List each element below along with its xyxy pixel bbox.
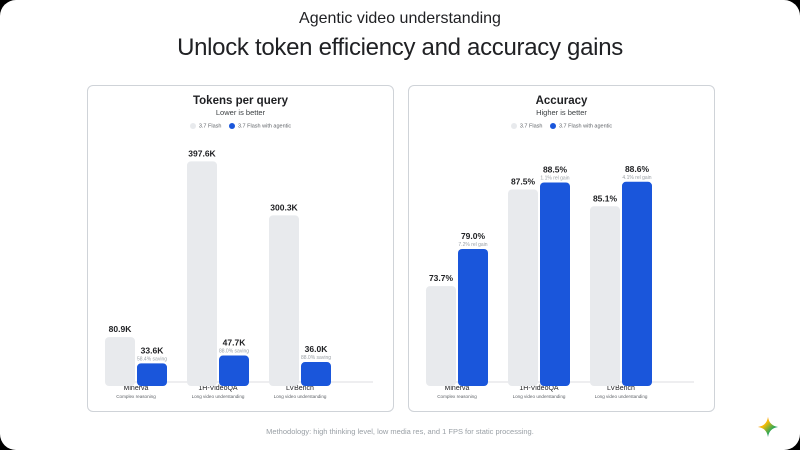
category-sublabel: Long video understanding — [513, 394, 566, 399]
data-label: 88.6% — [625, 164, 650, 174]
legend-label: 3.7 Flash with agentic — [558, 123, 613, 130]
methodology-footnote: Methodology: high thinking level, low me… — [266, 427, 534, 436]
data-label: 87.5% — [511, 177, 536, 187]
gain-annotation: 4.1% rel gain — [622, 175, 651, 181]
legend-swatch — [549, 123, 556, 129]
baseline-bar — [508, 189, 538, 386]
legend-item-agentic: 3.7 Flash with agentic — [228, 123, 292, 130]
category-sublabel: Complex reasoning — [437, 394, 477, 399]
category-sublabel: Long video understanding — [274, 394, 327, 399]
agentic-bar — [458, 249, 488, 386]
category-sublabel: Complex reasoning — [116, 394, 156, 399]
gain-annotation: 58.4% saving — [137, 356, 167, 362]
baseline-bar — [105, 337, 135, 386]
baseline-bar — [590, 206, 620, 386]
category-label: LVBench — [607, 385, 635, 392]
legend-item-agentic: 3.7 Flash with agentic — [549, 123, 613, 130]
category-label: 1H-VideoQA — [519, 385, 559, 392]
category-label: Minerva — [445, 385, 470, 392]
gain-annotation: 88.0% saving — [219, 349, 249, 355]
chart-legend: 3.7 Flash 3.7 Flash with agentic — [409, 123, 714, 130]
legend-label: 3.7 Flash — [198, 123, 222, 130]
category-label: LVBench — [286, 385, 314, 392]
legend-item-baseline: 3.7 Flash — [189, 123, 222, 130]
legend-item-baseline: 3.7 Flash — [510, 123, 543, 130]
agentic-bar — [219, 355, 249, 386]
legend-swatch — [228, 123, 235, 129]
gain-annotation: 88.0% saving — [301, 355, 331, 361]
legend-label: 3.7 Flash with agentic — [237, 123, 292, 130]
category-label: Minerva — [124, 385, 149, 392]
slide-title: Unlock token efficiency and accuracy gai… — [177, 34, 623, 61]
data-label: 300.3K — [270, 202, 298, 212]
data-label: 36.0K — [305, 344, 329, 354]
gain-annotation: 7.2% rel gain — [458, 242, 487, 248]
agentic-bar — [622, 181, 652, 386]
legend-swatch — [510, 123, 517, 129]
data-label: 80.9K — [109, 324, 133, 334]
gemini-sparkle-icon — [757, 416, 779, 438]
legend-swatch — [189, 123, 196, 129]
data-label: 79.0% — [461, 231, 486, 241]
data-label: 33.6K — [141, 345, 165, 355]
chart-subtitle: Higher is better — [536, 108, 587, 117]
data-label: 397.6K — [188, 148, 216, 158]
chart-legend: 3.7 Flash 3.7 Flash with agentic — [88, 123, 393, 130]
baseline-bar — [187, 161, 217, 386]
category-sublabel: Long video understanding — [192, 394, 245, 399]
data-label: 88.5% — [543, 165, 568, 175]
tokens-bar-chart: Minerva Complex reasoning 80.9K 33.6K58.4% … — [105, 148, 373, 399]
category-label: 1H-VideoQA — [198, 385, 238, 392]
tokens-chart-panel: Tokens per query Lower is better 3.7 Fla… — [87, 85, 394, 412]
accuracy-chart-panel: Accuracy Higher is better 3.7 Flash 3.7 … — [408, 85, 715, 412]
baseline-bar — [269, 215, 299, 386]
slide-eyebrow: Agentic video understanding — [299, 10, 501, 27]
agentic-bar — [137, 363, 167, 386]
chart-subtitle: Lower is better — [215, 108, 266, 117]
chart-title: Accuracy — [535, 95, 588, 107]
category-sublabel: Long video understanding — [595, 394, 648, 399]
baseline-bar — [426, 286, 456, 386]
legend-label: 3.7 Flash — [519, 123, 543, 130]
agentic-bar — [301, 362, 331, 386]
data-label: 85.1% — [593, 193, 618, 203]
chart-title: Tokens per query — [192, 95, 288, 107]
data-label: 73.7% — [429, 273, 454, 283]
agentic-bar — [540, 182, 570, 386]
data-label: 47.7K — [223, 338, 247, 348]
gain-annotation: 1.1% rel gain — [540, 176, 569, 182]
accuracy-bar-chart: Minerva Complex reasoning 73.7% 79.0%7.2% r… — [426, 164, 694, 399]
